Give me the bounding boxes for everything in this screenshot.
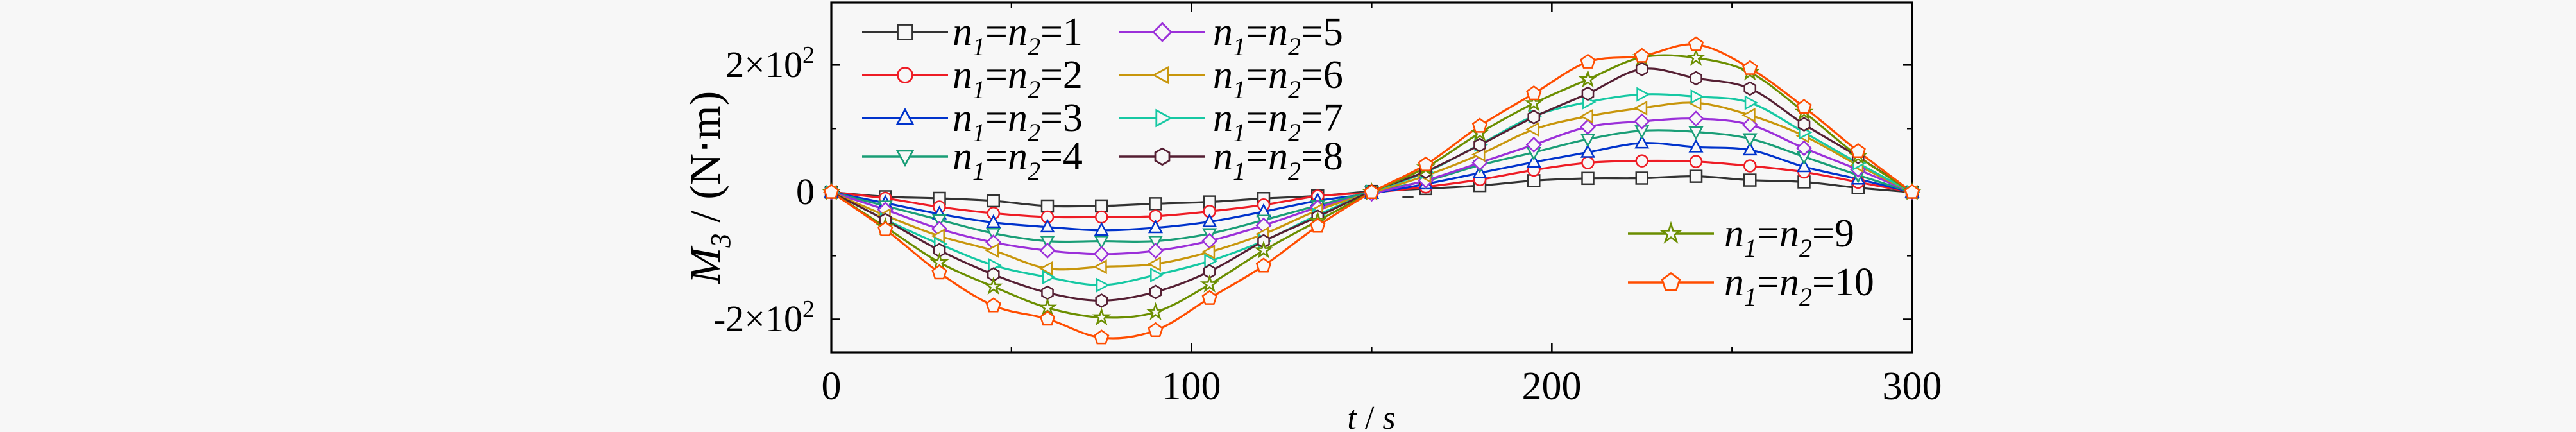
svg-text:-2×102: -2×102 [713, 296, 815, 340]
svg-text:2×102: 2×102 [725, 42, 815, 85]
svg-text:n1=n2=8: n1=n2=8 [1213, 135, 1343, 186]
svg-text:300: 300 [1883, 365, 1942, 408]
svg-text:n1=n2=9: n1=n2=9 [1724, 212, 1854, 263]
svg-text:t / s: t / s [1347, 400, 1395, 432]
svg-text:0: 0 [822, 365, 842, 408]
svg-text:200: 200 [1522, 365, 1582, 408]
svg-text:100: 100 [1162, 365, 1221, 408]
svg-text:n1=n2=4: n1=n2=4 [953, 135, 1083, 186]
svg-text:M3 / (N⋅m): M3 / (N⋅m) [681, 91, 736, 284]
svg-text:0: 0 [796, 171, 815, 212]
